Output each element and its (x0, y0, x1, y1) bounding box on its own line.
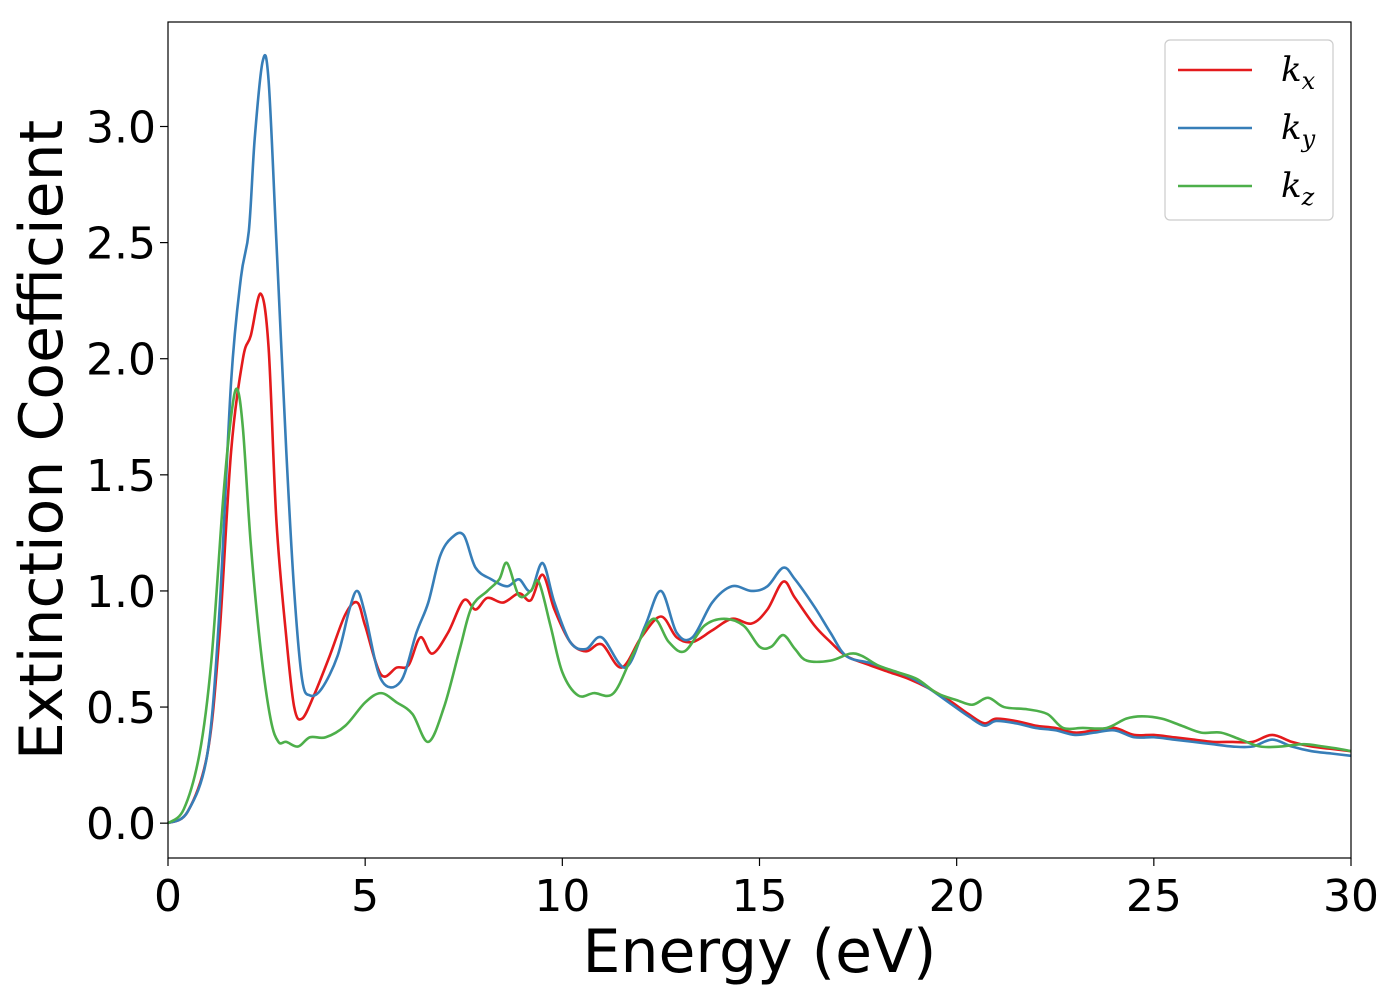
x-axis-title: Energy (eV) (583, 917, 937, 987)
x-tick-label: 30 (1323, 871, 1379, 922)
legend-label-y: ky (1281, 108, 1316, 153)
y-tick-label: 2.0 (86, 335, 156, 386)
y-axis: 0.0 0.5 1.0 1.5 2.0 2.5 3.0 (86, 103, 168, 850)
y-tick-label: 3.0 (86, 103, 156, 154)
series-layer (167, 53, 1352, 825)
x-tick-label: 25 (1126, 871, 1182, 922)
legend-frame (1164, 39, 1334, 221)
x-axis: 0 5 10 15 20 25 30 (154, 858, 1379, 922)
y-tick-label: 1.0 (86, 567, 156, 618)
x-tick-label: 0 (154, 871, 182, 922)
y-tick-label: 0.0 (86, 799, 156, 850)
y-tick-label: 2.5 (86, 219, 156, 270)
series-line-z (167, 387, 1352, 825)
x-tick-label: 10 (534, 871, 590, 922)
y-axis-title: Extinction Coefficient (7, 120, 77, 760)
plot-area (168, 22, 1351, 858)
legend: kx ky kz (1164, 39, 1334, 221)
x-tick-label: 15 (732, 871, 788, 922)
legend-label-x: kx (1281, 50, 1316, 95)
legend-label-z: kz (1281, 166, 1315, 211)
x-tick-label: 5 (351, 871, 379, 922)
x-tick-label: 20 (929, 871, 985, 922)
series-line-y (167, 53, 1352, 825)
y-tick-label: 1.5 (86, 451, 156, 502)
y-tick-label: 0.5 (86, 683, 156, 734)
